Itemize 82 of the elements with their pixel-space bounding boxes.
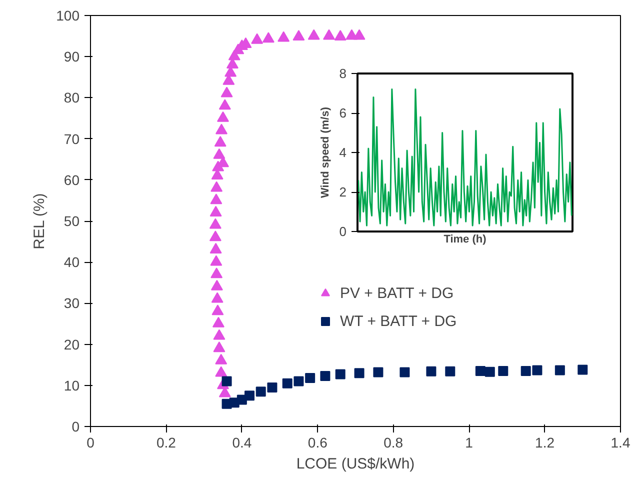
x-tick-label: 0.4: [232, 434, 252, 450]
point: [222, 376, 232, 386]
point: [210, 255, 222, 266]
point: [294, 376, 304, 386]
y-tick-label: 0: [72, 418, 80, 434]
x-tick-label: 0: [86, 434, 95, 450]
point: [244, 390, 254, 401]
point: [210, 280, 223, 290]
y-tick-label: 10: [64, 377, 80, 394]
point: [209, 230, 222, 242]
y-tick-label: 90: [64, 48, 80, 65]
point: [484, 366, 495, 377]
point: [210, 194, 222, 204]
point: [220, 86, 233, 98]
point: [305, 373, 316, 383]
x-axis-title: Time (h): [444, 234, 487, 246]
point: [320, 370, 330, 381]
y-tick-label: 0: [339, 224, 347, 239]
x-tick-label: 1.4: [610, 434, 630, 450]
point: [210, 242, 222, 254]
x-tick-label: 1.2: [535, 434, 555, 450]
point: [292, 30, 305, 41]
point: [262, 32, 274, 43]
point: [532, 365, 542, 376]
point: [475, 366, 486, 376]
point: [400, 367, 410, 378]
point: [212, 304, 224, 316]
point: [323, 29, 335, 40]
point: [209, 218, 222, 229]
point: [210, 206, 222, 216]
point: [215, 354, 228, 364]
point: [213, 329, 226, 340]
y-tick-label: 4: [339, 145, 347, 160]
y-tick-label: 40: [64, 254, 80, 270]
legend-label: WT + BATT + DG: [340, 312, 457, 330]
y-tick-label: 60: [64, 172, 80, 188]
point: [445, 366, 456, 376]
point: [210, 181, 223, 192]
point: [215, 124, 228, 134]
x-tick-label: 0.2: [156, 434, 176, 450]
point: [217, 111, 229, 122]
y-axis-title: Wind speed (m/s): [319, 106, 332, 198]
point: [578, 364, 588, 375]
point: [354, 368, 364, 378]
y-tick-label: 50: [64, 213, 80, 229]
y-tick-label: 70: [64, 130, 80, 147]
point: [334, 30, 346, 41]
point: [267, 382, 278, 392]
point: [251, 33, 264, 44]
point: [213, 148, 226, 159]
x-axis-title: LCOE (US$/kWh): [296, 456, 415, 472]
point: [256, 386, 266, 397]
y-tick-label: 8: [339, 66, 347, 81]
legend-label: PV + BATT + DG: [340, 284, 454, 302]
point: [210, 268, 223, 278]
y-axis-title: REL (%): [31, 193, 48, 250]
x-tick-label: 1: [465, 434, 474, 450]
point: [520, 366, 531, 376]
point: [213, 342, 226, 352]
point: [554, 365, 565, 376]
point: [212, 316, 224, 328]
line-series: [358, 88, 572, 226]
point: [373, 367, 384, 378]
y-tick-label: 100: [56, 8, 80, 24]
y-tick-label: 20: [64, 336, 80, 352]
y-tick-label: 80: [64, 90, 80, 106]
point: [218, 99, 231, 110]
point: [211, 292, 224, 303]
point: [308, 29, 320, 40]
x-tick-label: 0.6: [308, 434, 328, 450]
y-tick-label: 30: [64, 295, 80, 312]
point: [426, 366, 436, 376]
point: [278, 31, 290, 42]
x-tick-label: 0.8: [384, 434, 404, 450]
y-tick-label: 2: [339, 184, 347, 200]
point: [282, 378, 292, 388]
y-tick-label: 6: [339, 106, 347, 120]
point: [215, 366, 228, 377]
point: [353, 29, 366, 40]
point: [498, 366, 508, 376]
point: [335, 369, 346, 380]
point: [214, 136, 226, 147]
